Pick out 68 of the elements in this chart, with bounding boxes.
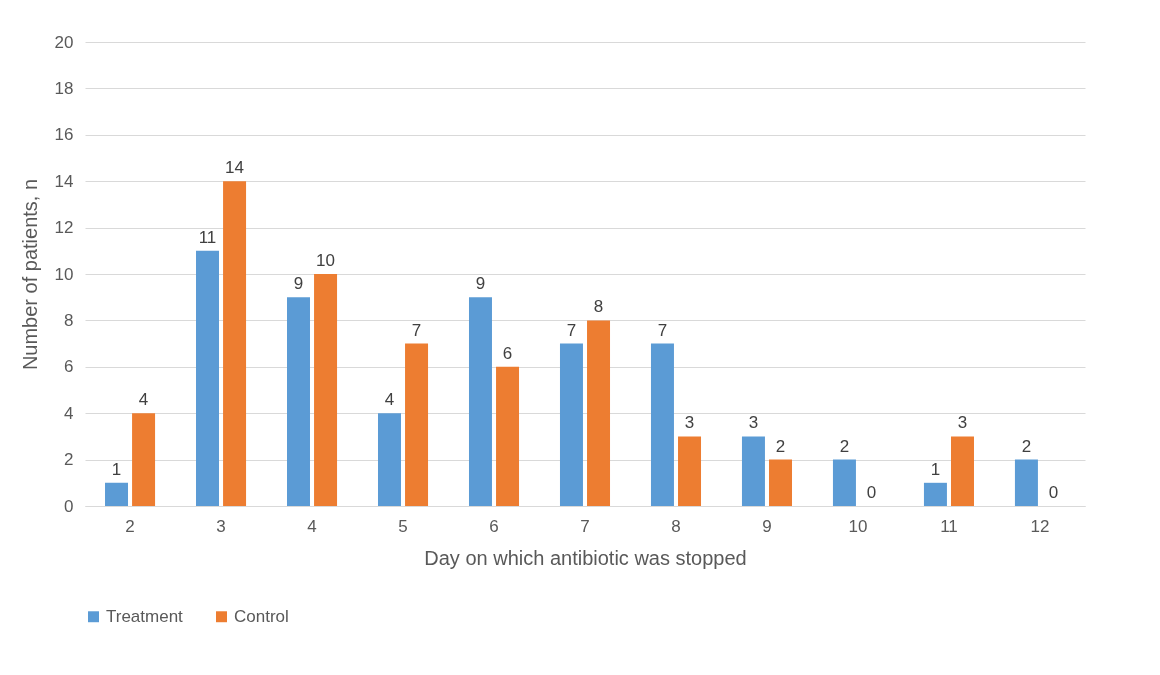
data-label: 3 (748, 413, 759, 433)
x-tick-label: 3 (216, 516, 226, 536)
data-label: 9 (475, 274, 486, 294)
bar (196, 250, 219, 506)
data-label: 2 (839, 436, 850, 456)
data-label: 1 (930, 459, 941, 479)
data-label: 10 (316, 251, 336, 270)
x-tick-label: 12 (1030, 516, 1050, 536)
data-label: 0 (1048, 483, 1059, 502)
bar (287, 297, 310, 506)
bar (769, 459, 793, 506)
bar (832, 459, 856, 506)
bar (559, 343, 583, 506)
bar (741, 436, 765, 506)
bar (405, 343, 429, 506)
bar (105, 482, 129, 506)
x-tick-label: 8 (671, 516, 681, 536)
data-label: 3 (957, 413, 968, 433)
y-tick-label: 18 (54, 78, 74, 98)
x-tick-label: 2 (125, 516, 135, 536)
y-tick-label: 4 (64, 403, 74, 423)
bar (923, 482, 947, 506)
x-tick-label: 4 (307, 516, 317, 536)
bar (587, 320, 611, 506)
y-tick-label: 0 (64, 496, 74, 516)
data-label: 7 (411, 320, 422, 340)
data-label: 11 (198, 227, 217, 247)
bar (132, 413, 156, 506)
data-label: 7 (566, 320, 577, 340)
y-tick-label: 6 (64, 357, 74, 377)
data-label: 0 (866, 483, 877, 502)
y-tick-label: 20 (54, 32, 74, 52)
y-tick-label: 8 (64, 310, 74, 330)
data-label: 2 (1021, 436, 1032, 456)
data-label: 9 (293, 274, 304, 294)
data-label: 7 (657, 320, 668, 340)
y-axis-title: Number of patients, n (18, 178, 41, 371)
data-label: 1 (111, 459, 122, 479)
bar (223, 181, 247, 506)
y-tick-label: 10 (54, 264, 74, 284)
data-label: 4 (384, 390, 395, 410)
bar (377, 413, 401, 506)
bar (468, 297, 492, 506)
bar (314, 274, 338, 506)
data-label: 3 (684, 413, 695, 433)
data-label: 6 (502, 343, 513, 363)
data-label: 8 (593, 297, 604, 317)
x-tick-label: 7 (580, 516, 590, 536)
data-label: 14 (225, 158, 245, 178)
bar (951, 436, 974, 506)
x-tick-label: 6 (489, 516, 499, 536)
y-tick-label: 2 (64, 450, 74, 470)
y-tick-label: 12 (54, 218, 74, 238)
bar (496, 366, 520, 506)
bar (1014, 459, 1038, 506)
x-tick-label: 11 (940, 516, 958, 536)
bar (650, 343, 674, 506)
legend-label: Treatment (106, 606, 184, 626)
x-tick-label: 5 (398, 516, 408, 536)
data-label: 4 (138, 390, 149, 410)
x-tick-label: 10 (848, 516, 868, 536)
legend-label: Control (234, 606, 289, 626)
x-tick-label: 9 (762, 516, 772, 536)
data-label: 2 (775, 436, 786, 456)
x-axis-title: Day on which antibiotic was stopped (424, 546, 747, 569)
y-tick-label: 16 (54, 125, 74, 145)
bar (678, 436, 702, 506)
y-tick-label: 14 (54, 171, 74, 191)
